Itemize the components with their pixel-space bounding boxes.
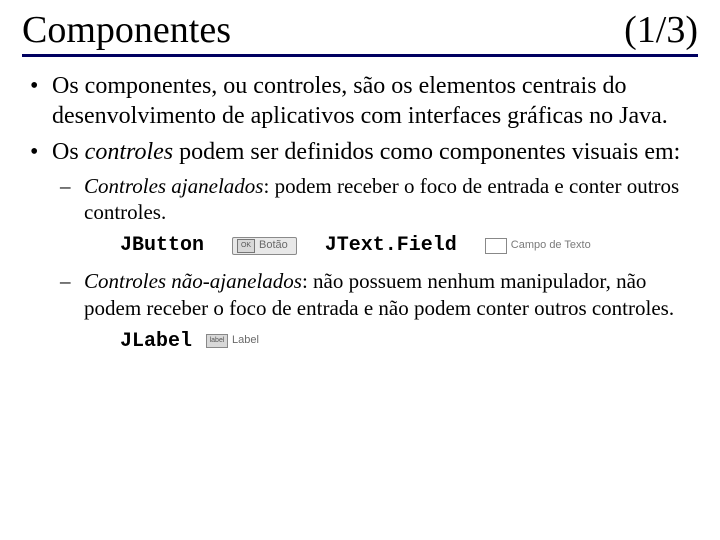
slide: Componentes (1/3) Os componentes, ou con… xyxy=(0,0,720,540)
swing-label-text: Label xyxy=(232,334,259,348)
sub-2: Controles não-ajanelados: não possuem ne… xyxy=(80,268,698,354)
bullet-list: Os componentes, ou controles, são os ele… xyxy=(22,71,698,354)
code-jlabel: JLabel xyxy=(120,329,192,354)
textfield-icon xyxy=(485,238,507,254)
title-left: Componentes xyxy=(22,10,231,52)
examples-row-2: JLabel label Label xyxy=(120,329,698,354)
title-right: (1/3) xyxy=(624,10,698,52)
code-jtextfield: JText.Field xyxy=(325,233,457,258)
code-jbutton: JButton xyxy=(120,233,204,258)
sub-1: Controles ajanelados: podem receber o fo… xyxy=(80,173,698,259)
bullet-2-suffix: podem ser definidos como componentes vis… xyxy=(173,139,680,165)
title-row: Componentes (1/3) xyxy=(22,10,698,57)
bullet-2: Os controles podem ser definidos como co… xyxy=(48,137,698,354)
bullet-1: Os componentes, ou controles, são os ele… xyxy=(48,71,698,131)
ok-icon: OK xyxy=(237,239,255,253)
swing-label-sample: label Label xyxy=(206,332,259,350)
bullet-2-em: controles xyxy=(85,139,173,165)
swing-textfield-sample: Campo de Texto xyxy=(485,237,591,255)
swing-button-label: Botão xyxy=(259,239,288,253)
sub-list: Controles ajanelados: podem receber o fo… xyxy=(52,173,698,354)
swing-button-sample: OK Botão xyxy=(232,237,297,255)
bullet-2-prefix: Os xyxy=(52,139,85,165)
label-icon: label xyxy=(206,334,228,348)
bullet-1-text: Os componentes, ou controles, são os ele… xyxy=(52,73,668,129)
swing-textfield-label: Campo de Texto xyxy=(511,239,591,253)
examples-row-1: JButton OK Botão JText.Field Campo de Te… xyxy=(120,233,698,258)
sub-1-em: Controles ajanelados xyxy=(84,174,263,198)
sub-2-em: Controles não-ajanelados xyxy=(84,269,302,293)
